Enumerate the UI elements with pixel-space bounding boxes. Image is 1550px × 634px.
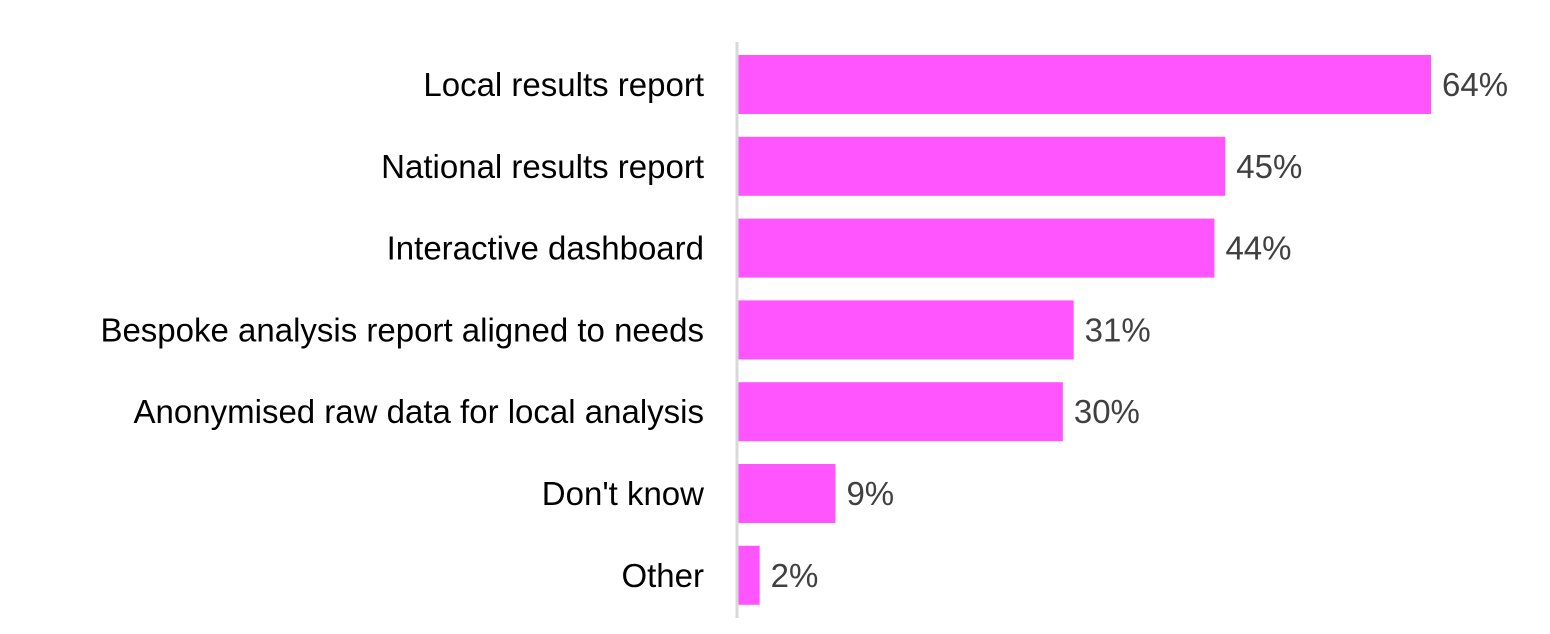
- value-label-interactive-dashboard: 44%: [1225, 230, 1291, 267]
- bar-other: [738, 545, 760, 605]
- bar-interactive-dashboard: [738, 218, 1215, 278]
- value-labels-group: 64% 45% 44% 31% 30% 9% 2%: [771, 66, 1508, 594]
- bar-national-results-report: [738, 136, 1226, 196]
- category-label-don-t-know: Don't know: [542, 475, 704, 512]
- category-label-national-results-report: National results report: [381, 148, 704, 185]
- value-label-bespoke-analysis-report-aligned-to-needs: 31%: [1085, 311, 1151, 348]
- value-label-other: 2%: [771, 557, 819, 594]
- category-label-anonymised-raw-data-for-local-analysis: Anonymised raw data for local analysis: [134, 393, 704, 430]
- value-label-local-results-report: 64%: [1442, 66, 1508, 103]
- category-label-interactive-dashboard: Interactive dashboard: [387, 230, 704, 267]
- bar-anonymised-raw-data-for-local-analysis: [738, 382, 1063, 442]
- bars-group: [738, 55, 1431, 605]
- value-label-national-results-report: 45%: [1236, 148, 1302, 185]
- bar-don-t-know: [738, 464, 836, 523]
- bar-local-results-report: [738, 55, 1431, 114]
- category-label-local-results-report: Local results report: [423, 66, 704, 103]
- value-label-anonymised-raw-data-for-local-analysis: 30%: [1074, 393, 1140, 430]
- bar-bespoke-analysis-report-aligned-to-needs: [738, 300, 1074, 360]
- category-labels-group: Local results report National results rep…: [100, 66, 704, 594]
- category-label-bespoke-analysis-report-aligned-to-needs: Bespoke analysis report aligned to needs: [100, 311, 704, 348]
- value-label-don-t-know: 9%: [846, 475, 894, 512]
- category-label-other: Other: [621, 557, 704, 594]
